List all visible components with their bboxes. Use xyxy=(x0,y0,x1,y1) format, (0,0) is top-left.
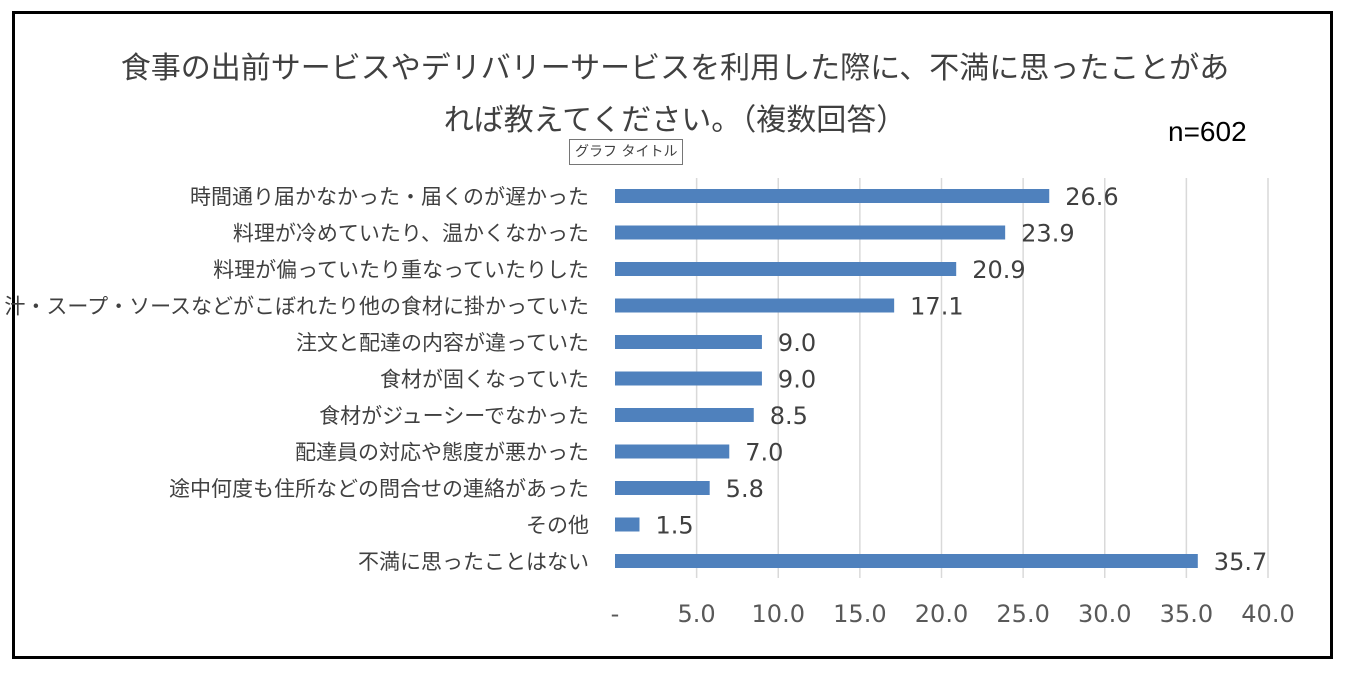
x-tick-label: 30.0 xyxy=(1078,600,1131,628)
x-tick-label: 40.0 xyxy=(1241,600,1294,628)
data-label: 20.9 xyxy=(972,256,1025,284)
bar xyxy=(615,408,754,422)
category-label: 料理が偏っていたり重なっていたりした xyxy=(213,258,589,282)
chart-title-tooltip: グラフ タイトル xyxy=(569,139,684,165)
data-label: 17.1 xyxy=(910,293,963,321)
data-label: 26.6 xyxy=(1065,183,1118,211)
category-label: その他 xyxy=(526,514,589,538)
bar xyxy=(615,371,762,386)
category-label: 配達員の対応や態度が悪かった xyxy=(295,441,589,465)
category-label: 時間通り届かなかった・届くのが遅かった xyxy=(190,185,589,209)
category-label: 途中何度も住所などの問合せの連絡があった xyxy=(169,477,589,501)
bar xyxy=(615,517,640,532)
category-label: 食材が固くなっていた xyxy=(380,368,589,392)
chart-title-line-1: 食事の出前サービスやデリバリーサービスを利用した際に、不満に思ったことがあ xyxy=(120,51,1230,86)
data-label: 35.7 xyxy=(1214,548,1267,576)
x-tick-label: - xyxy=(611,600,620,628)
sample-size-label: n=602 xyxy=(1168,116,1247,147)
data-label: 9.0 xyxy=(778,329,816,357)
bar xyxy=(615,481,710,495)
category-label: 不満に思ったことはない xyxy=(358,550,589,574)
x-tick-label: 25.0 xyxy=(996,600,1049,628)
x-tick-label: 20.0 xyxy=(915,600,968,628)
bar xyxy=(615,225,1006,240)
bar xyxy=(615,189,1050,203)
category-label: 注文と配達の内容が違っていた xyxy=(296,331,589,355)
bar xyxy=(615,444,730,459)
category-label: 汁・スープ・ソースなどがこぼれたり他の食材に掛かっていた xyxy=(4,295,589,319)
category-label: 料理が冷めていたり、温かくなかった xyxy=(233,222,589,246)
bar xyxy=(615,262,957,276)
x-tick-label: 10.0 xyxy=(752,600,805,628)
data-label: 8.5 xyxy=(770,402,808,430)
data-label: 9.0 xyxy=(778,366,816,394)
data-label: 23.9 xyxy=(1021,220,1074,248)
x-tick-label: 15.0 xyxy=(833,600,886,628)
x-tick-label: 5.0 xyxy=(678,600,716,628)
category-label: 食材がジューシーでなかった xyxy=(319,404,589,428)
data-label: 1.5 xyxy=(655,512,693,540)
bar xyxy=(615,335,762,349)
chart-title-line-2: れば教えてください。（複数回答） xyxy=(443,103,907,138)
data-label: 5.8 xyxy=(726,475,764,503)
x-tick-label: 35.0 xyxy=(1160,600,1213,628)
bar xyxy=(615,554,1198,568)
data-label: 7.0 xyxy=(745,439,783,467)
bar xyxy=(615,298,895,313)
